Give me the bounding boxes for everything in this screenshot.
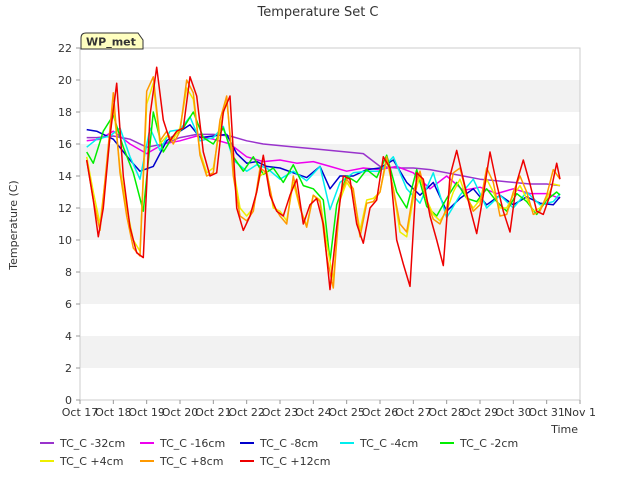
legend-item: TC_C -4cm [340,437,418,450]
x-tick-label: Oct 26 [362,406,399,419]
chart-title: Temperature Set C [256,5,378,20]
y-tick-label: 20 [58,74,72,87]
x-tick-label: Oct 17 [62,406,99,419]
x-tick-label: Oct 28 [428,406,465,419]
x-tick-label: Oct 21 [195,406,232,419]
legend-label: TC_C +12cm [259,455,330,468]
y-tick-label: 16 [58,138,72,151]
legend-item: TC_C -16cm [140,437,225,450]
y-tick-label: 2 [65,362,72,375]
x-tick-label: Oct 25 [328,406,365,419]
legend-item: TC_C +8cm [140,455,223,468]
y-axis-ticks: 0 2 4 6 8 10 12 14 16 18 20 22 [58,42,80,407]
legend-label: TC_C -4cm [359,437,418,450]
x-tick-label: Oct 22 [228,406,265,419]
legend-label: TC_C -16cm [159,437,225,450]
series-line-tc-c-32cm [86,133,561,187]
site-badge: WP_met [80,32,144,50]
y-axis-label: Temperature (C) [7,180,20,270]
y-tick-label: 10 [58,234,72,247]
x-tick-label: Oct 30 [495,406,532,419]
legend-item: TC_C -2cm [440,437,518,450]
band [80,368,580,400]
y-tick-label: 6 [65,298,72,311]
band [80,304,580,336]
y-tick-label: 22 [58,42,72,55]
y-tick-label: 0 [65,394,72,407]
legend-label: TC_C -2cm [459,437,518,450]
plot-frame [79,47,581,401]
y-tick-label: 18 [58,106,72,119]
legend-item: TC_C +12cm [240,455,330,468]
legend-item: TC_C -32cm [40,437,125,450]
band [80,336,580,368]
band [80,80,580,112]
band [80,208,580,240]
x-tick-label: Oct 19 [128,406,165,419]
legend: TC_C -32cm TC_C -16cm TC_C -8cm TC_C -4cm TC… [40,437,518,468]
x-tick-label: Oct 20 [162,406,199,419]
x-tick-label: Oct 24 [295,406,332,419]
legend-label: TC_C +4cm [59,455,123,468]
legend-label: TC_C -32cm [59,437,125,450]
x-tick-label: Oct 18 [95,406,132,419]
legend-label: TC_C +8cm [159,455,223,468]
x-tick-label: Oct 23 [262,406,299,419]
series-lines [85,66,561,291]
series-line-tc-c-2cm [86,111,561,262]
legend-item: TC_C +4cm [40,455,123,468]
legend-label: TC_C -8cm [259,437,318,450]
site-badge-label: WP_met [86,36,136,49]
band [80,176,580,208]
x-tick-label: Oct 27 [395,406,432,419]
y-tick-label: 8 [65,266,72,279]
x-tick-label: Oct 31 [528,406,565,419]
x-tick-label: Nov 1 [564,406,596,419]
y-tick-label: 12 [58,202,72,215]
y-tick-label: 4 [65,330,72,343]
x-axis-label: Time [550,423,578,436]
band [80,48,580,80]
x-tick-label: Oct 29 [462,406,499,419]
series-line-tc-c-4cm [86,116,561,219]
series-line-tc-c-12cm [85,66,561,291]
legend-item: TC_C -8cm [240,437,318,450]
y-tick-label: 14 [58,170,72,183]
